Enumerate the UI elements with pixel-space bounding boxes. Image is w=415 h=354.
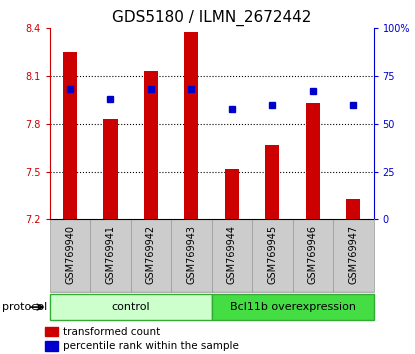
Bar	[225, 169, 239, 219]
Text: GSM769944: GSM769944	[227, 225, 237, 284]
Bar	[333, 219, 374, 292]
Bar	[346, 199, 360, 219]
Text: Bcl11b overexpression: Bcl11b overexpression	[229, 302, 356, 312]
Bar	[144, 72, 158, 219]
Text: percentile rank within the sample: percentile rank within the sample	[63, 341, 239, 351]
Bar	[265, 145, 279, 219]
Text: GSM769946: GSM769946	[308, 225, 318, 284]
Bar	[171, 219, 212, 292]
Text: GSM769947: GSM769947	[348, 225, 358, 284]
Bar	[212, 294, 374, 320]
Title: GDS5180 / ILMN_2672442: GDS5180 / ILMN_2672442	[112, 9, 311, 25]
Text: GSM769940: GSM769940	[65, 225, 75, 284]
Bar	[50, 294, 212, 320]
Bar	[45, 341, 58, 351]
Text: GSM769943: GSM769943	[186, 225, 196, 284]
Text: transformed count: transformed count	[63, 327, 160, 337]
Bar	[63, 52, 77, 219]
Bar	[131, 219, 171, 292]
Bar	[103, 119, 117, 219]
Bar	[212, 219, 252, 292]
Text: control: control	[111, 302, 150, 312]
Bar	[45, 327, 58, 336]
Bar	[50, 219, 90, 292]
Bar	[252, 219, 293, 292]
Bar	[90, 219, 131, 292]
Text: protocol: protocol	[2, 302, 47, 312]
Bar	[184, 32, 198, 219]
Text: GSM769945: GSM769945	[267, 225, 277, 284]
Bar	[293, 219, 333, 292]
Text: GSM769941: GSM769941	[105, 225, 115, 284]
Bar	[306, 103, 320, 219]
Text: GSM769942: GSM769942	[146, 225, 156, 284]
